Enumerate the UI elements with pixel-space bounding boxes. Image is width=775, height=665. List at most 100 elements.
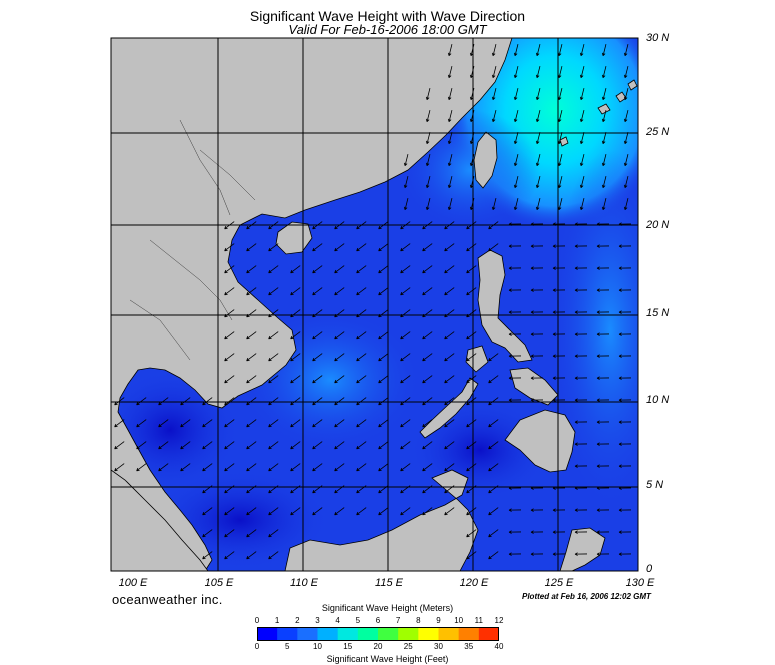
wave-direction-arrow — [444, 243, 455, 252]
wave-direction-arrow — [535, 154, 541, 167]
wave-direction-arrow — [400, 221, 411, 230]
wave-direction-arrow — [312, 375, 323, 384]
mindoro-island — [465, 345, 489, 373]
colorbar-meter-tick: 12 — [494, 616, 504, 625]
wave-direction-arrow — [334, 375, 345, 384]
wave-direction-arrow — [246, 265, 257, 274]
lon-label-130e: 130 E — [625, 577, 655, 589]
wave-direction-arrow — [114, 463, 125, 472]
wave-direction-arrow — [488, 507, 499, 516]
wave-direction-arrow — [202, 529, 213, 538]
colorbar-meter-tick: 9 — [436, 616, 441, 625]
lat-label-0: 0 — [646, 563, 653, 575]
wave-direction-arrow — [557, 66, 563, 79]
wave-direction-arrow — [334, 309, 345, 318]
wave-direction-arrow — [466, 463, 477, 472]
wave-direction-arrow — [444, 463, 455, 472]
wave-direction-arrow — [202, 507, 213, 516]
wave-direction-arrow — [356, 441, 367, 450]
colorbar-swatch — [398, 627, 419, 641]
wave-direction-arrow — [268, 507, 279, 516]
wave-direction-arrow — [488, 419, 499, 428]
wave-direction-arrow — [400, 265, 411, 274]
wave-direction-arrow — [530, 354, 544, 358]
wave-direction-arrow — [574, 288, 588, 292]
wave-direction-arrow — [268, 485, 279, 494]
wave-direction-arrow — [290, 287, 301, 296]
wave-direction-arrow — [574, 442, 588, 446]
wave-direction-arrow — [535, 132, 541, 145]
wave-direction-arrow — [378, 353, 389, 362]
colorbar-swatch — [337, 627, 359, 641]
wave-direction-arrow — [444, 309, 455, 318]
wave-direction-arrow — [444, 353, 455, 362]
wave-direction-arrow — [356, 309, 367, 318]
wave-direction-arrow — [596, 552, 610, 556]
wave-direction-arrow — [425, 176, 431, 189]
wave-direction-arrow — [246, 243, 257, 252]
wave-direction-arrow — [158, 419, 169, 428]
wave-direction-arrow — [557, 176, 563, 189]
wave-direction-arrow — [334, 331, 345, 340]
wave-direction-arrow — [356, 485, 367, 494]
wave-direction-arrow — [579, 132, 585, 145]
wave-direction-arrow — [290, 397, 301, 406]
wave-direction-arrow — [491, 88, 497, 101]
wave-direction-arrow — [246, 221, 257, 230]
wave-direction-arrow — [552, 244, 566, 248]
wave-direction-arrow — [488, 463, 499, 472]
wave-direction-arrow — [246, 551, 257, 560]
wave-direction-arrow — [422, 331, 433, 340]
wave-direction-arrow — [378, 221, 389, 230]
wave-direction-arrow — [444, 331, 455, 340]
colorbar-meter-tick: 0 — [254, 616, 260, 625]
wave-direction-arrow — [268, 463, 279, 472]
lat-label-10n: 10 N — [646, 394, 670, 406]
wave-direction-arrow — [466, 287, 477, 296]
colorbar-meter-tick: 10 — [454, 616, 464, 625]
wave-direction-arrow — [574, 508, 588, 512]
wave-direction-arrow — [422, 485, 433, 494]
wave-direction-arrow — [246, 375, 257, 384]
wave-direction-arrow — [557, 88, 563, 101]
wave-direction-arrow — [312, 309, 323, 318]
borneo-island — [284, 469, 479, 571]
luzon-island — [477, 249, 533, 363]
wave-direction-arrow — [268, 397, 279, 406]
wave-direction-arrow — [469, 88, 475, 101]
wave-direction-arrow — [246, 287, 257, 296]
wave-direction-arrow — [469, 176, 475, 189]
wave-direction-arrow — [268, 243, 279, 252]
wave-direction-arrow — [574, 552, 588, 556]
wave-direction-arrow — [400, 353, 411, 362]
wave-direction-arrow — [601, 110, 607, 123]
wave-direction-arrow — [579, 176, 585, 189]
wave-direction-arrow — [422, 397, 433, 406]
colorbar-meter-tick: 4 — [335, 616, 340, 625]
wave-direction-arrow — [224, 243, 235, 252]
wave-direction-arrow — [623, 110, 629, 123]
wave-direction-arrow — [246, 397, 257, 406]
wave-direction-arrow — [378, 309, 389, 318]
wave-direction-arrow — [268, 309, 279, 318]
wave-direction-arrow — [290, 441, 301, 450]
wave-direction-arrow — [447, 132, 453, 145]
wave-direction-arrow — [356, 353, 367, 362]
wave-direction-arrow — [574, 464, 588, 468]
wave-direction-arrow — [400, 441, 411, 450]
wave-direction-arrow — [552, 376, 566, 380]
wave-direction-arrow — [136, 419, 147, 428]
wave-direction-arrow — [180, 419, 191, 428]
wave-direction-arrow — [618, 288, 632, 292]
wave-direction-arrow — [334, 485, 345, 494]
wave-direction-arrow — [202, 463, 213, 472]
map-subtitle: Valid For Feb-16-2006 18:00 GMT — [288, 22, 487, 37]
wave-direction-arrow — [466, 265, 477, 274]
wave-direction-arrow — [378, 463, 389, 472]
wave-direction-arrow — [224, 441, 235, 450]
wave-direction-arrow — [400, 309, 411, 318]
wave-direction-arrow — [422, 287, 433, 296]
wave-direction-arrow — [596, 244, 610, 248]
wave-direction-arrow — [623, 88, 629, 101]
wave-direction-arrow — [618, 508, 632, 512]
